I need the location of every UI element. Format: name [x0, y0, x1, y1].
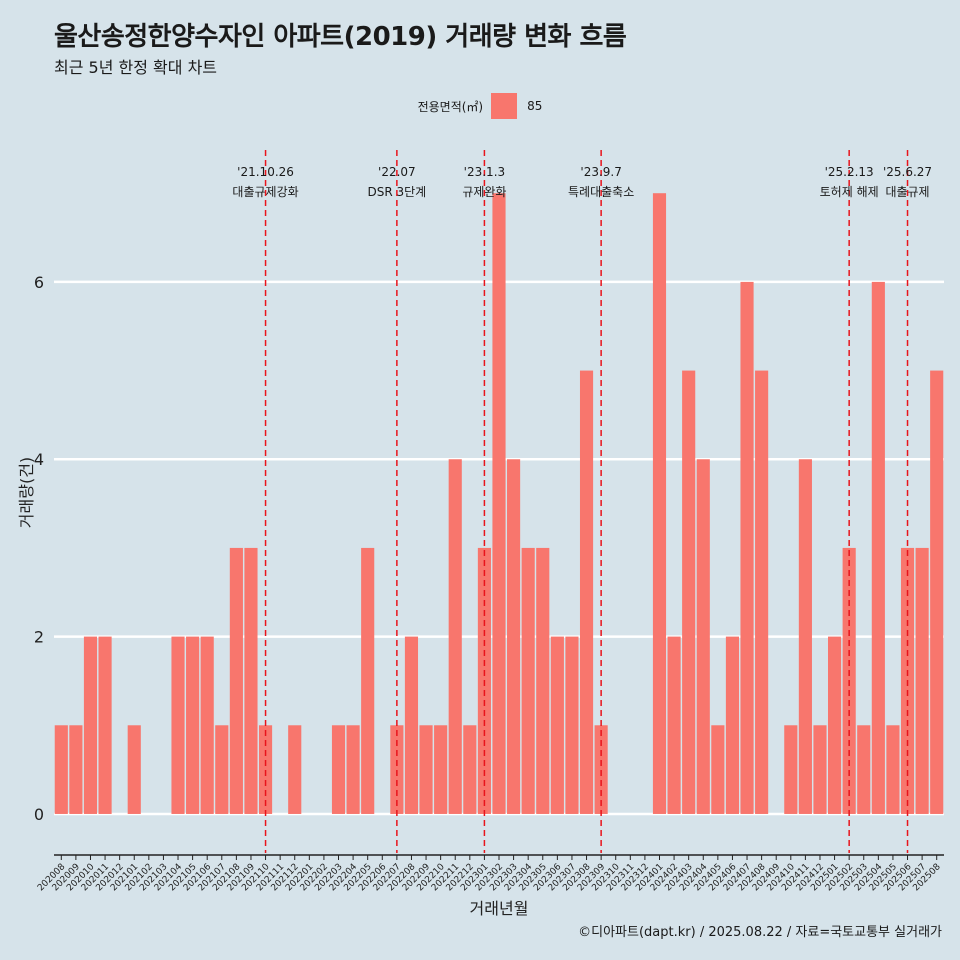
bar	[740, 281, 754, 814]
bar	[127, 725, 141, 814]
legend-key-swatch	[491, 93, 518, 119]
annotation-date: '23.9.7	[580, 165, 621, 179]
bar	[448, 459, 462, 814]
chart-title: 울산송정한양수자인 아파트(2019) 거래량 변화 흐름	[54, 22, 627, 52]
bar	[857, 725, 871, 814]
bars	[54, 193, 944, 814]
bar	[696, 459, 710, 814]
annotation-date: '21.10.26	[237, 165, 294, 179]
bar	[725, 636, 740, 814]
legend: 전용면적(㎡) 85	[0, 93, 960, 119]
annotation-date: '25.2.13	[825, 165, 874, 179]
bar	[798, 459, 812, 814]
bar	[186, 636, 200, 814]
bar	[565, 636, 579, 814]
annotation-date: '22.07	[378, 165, 416, 179]
bar	[930, 370, 944, 814]
annotation-label: 특례대출축소	[568, 185, 634, 199]
annotation-date: '25.6.27	[883, 165, 932, 179]
annotation-label: DSR 3단계	[368, 185, 427, 199]
bar	[871, 281, 885, 814]
y-axis-title: 거래량(건)	[17, 457, 36, 528]
bar	[521, 547, 535, 814]
bar	[404, 636, 419, 814]
y-tick-label: 6	[34, 273, 44, 292]
bar	[507, 459, 521, 814]
bar	[229, 547, 243, 814]
bar	[83, 636, 98, 814]
bar	[258, 725, 273, 814]
bar	[755, 370, 769, 814]
annotation-label: 토허제 해제	[820, 185, 879, 199]
bar	[54, 725, 68, 814]
bar	[550, 636, 564, 814]
bar	[419, 725, 433, 814]
bar	[390, 725, 404, 814]
y-tick-label: 4	[34, 450, 44, 469]
bar	[361, 547, 375, 814]
annotation-label: 대출규제강화	[232, 185, 298, 199]
bar	[652, 193, 667, 814]
bar	[915, 547, 929, 814]
y-tick-label: 2	[34, 628, 44, 647]
bar	[594, 725, 608, 814]
annotations: '21.10.26 대출규제강화 '22.07 DSR 3단계 '23.1.3 규제완화 '…	[232, 150, 932, 853]
bar	[667, 636, 681, 814]
legend-key-label: 85	[527, 99, 543, 113]
source-caption: ©디아파트(dapt.kr) / 2025.08.22 / 자료=국토교통부 실…	[578, 925, 942, 940]
chart-subtitle: 최근 5년 한정 확대 차트	[54, 58, 218, 77]
bar	[98, 636, 112, 814]
bar	[536, 547, 550, 814]
annotation-label: 대출규제	[885, 185, 929, 199]
legend-title: 전용면적(㎡)	[417, 99, 484, 114]
bar	[682, 370, 696, 814]
y-tick-label: 0	[34, 805, 44, 824]
bar	[711, 725, 725, 814]
bar	[288, 725, 302, 814]
annotation-date: '23.1.3	[464, 165, 505, 179]
bar	[200, 636, 214, 814]
bar	[244, 547, 258, 814]
bar	[579, 370, 594, 814]
bar	[69, 725, 83, 814]
bar	[813, 725, 827, 814]
bar	[434, 725, 448, 814]
bar	[886, 725, 900, 814]
bar	[828, 636, 842, 814]
bar	[346, 725, 360, 814]
bar	[331, 725, 346, 814]
x-axis-title: 거래년월	[470, 899, 529, 918]
bar	[171, 636, 185, 814]
bar	[463, 725, 477, 814]
bar	[784, 725, 798, 814]
bar	[492, 193, 506, 814]
annotation-label: 규제완화	[462, 185, 506, 199]
bar	[215, 725, 229, 814]
